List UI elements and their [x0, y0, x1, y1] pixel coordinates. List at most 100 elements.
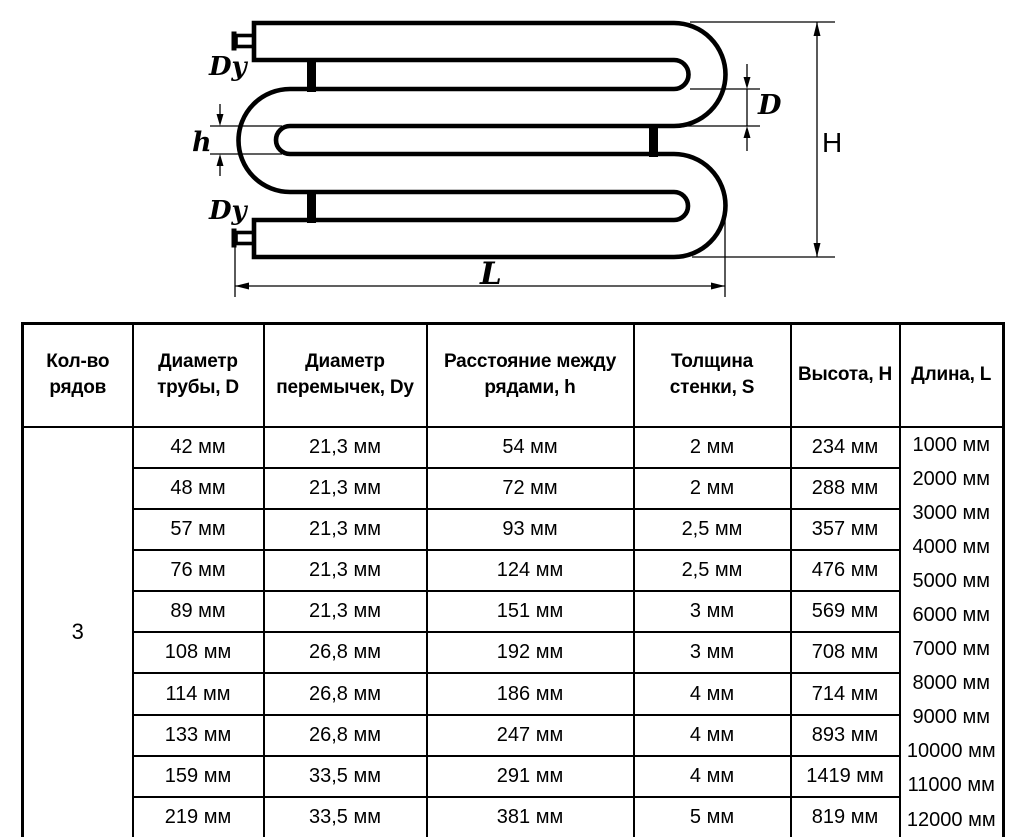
header-jumper-diameter: Диаметр перемычек, Dy — [262, 322, 428, 428]
dimension-H — [813, 22, 821, 257]
cell-pipe-diameter: 108 мм — [131, 631, 265, 675]
cell-row-spacing: 192 мм — [425, 631, 635, 675]
table-row: 219 мм 33,5 мм 381 мм 5 мм 819 мм — [23, 795, 1004, 837]
table-row: 133 мм 26,8 мм 247 мм 4 мм 893 мм — [23, 713, 1004, 757]
header-row-spacing: Расстояние между рядами, h — [425, 322, 635, 428]
cell-pipe-diameter: 219 мм — [131, 795, 265, 837]
cell-jumper-diameter: 21,3 мм — [262, 425, 428, 469]
register-technical-drawing: Dy Dy h D H L — [192, 20, 842, 297]
header-row: Кол-во рядов Диаметр трубы, D Диаметр пе… — [21, 322, 1005, 428]
cell-row-spacing: 247 мм — [425, 713, 635, 757]
table-row: 114 мм 26,8 мм 186 мм 4 мм 714 мм — [23, 672, 1004, 716]
serpentine-coil — [236, 20, 728, 260]
cell-jumper-diameter: 26,8 мм — [262, 672, 428, 716]
cell-jumper-diameter: 21,3 мм — [262, 466, 428, 510]
cell-height: 288 мм — [789, 466, 901, 510]
outlet-stub — [231, 228, 256, 248]
cell-jumper-diameter: 21,3 мм — [262, 590, 428, 634]
cell-wall-thickness: 4 мм — [632, 672, 792, 716]
cell-height: 569 мм — [789, 590, 901, 634]
cell-pipe-diameter: 57 мм — [131, 507, 265, 551]
cell-row-spacing: 93 мм — [425, 507, 635, 551]
cell-pipe-diameter: 89 мм — [131, 590, 265, 634]
inlet-stub — [231, 31, 256, 51]
cell-row-spacing: 381 мм — [425, 795, 635, 837]
length-option: 7000 мм — [912, 638, 991, 661]
cell-height: 714 мм — [789, 672, 901, 716]
label-h: h — [192, 127, 212, 158]
specification-table: Кол-во рядов Диаметр трубы, D Диаметр пе… — [21, 322, 1005, 837]
cell-pipe-diameter: 133 мм — [131, 713, 265, 757]
dimension-h — [216, 104, 224, 176]
table-row: 89 мм 21,3 мм 151 мм 3 мм 569 мм — [23, 590, 1004, 634]
cell-jumper-diameter: 33,5 мм — [262, 754, 428, 798]
cell-wall-thickness: 2,5 мм — [632, 548, 792, 593]
cell-height: 893 мм — [789, 713, 901, 757]
table-row: 159 мм 33,5 мм 291 мм 4 мм 1419 мм — [23, 754, 1004, 798]
cell-wall-thickness: 3 мм — [632, 590, 792, 634]
dimension-L — [235, 282, 725, 290]
label-d: D — [757, 90, 782, 121]
cell-wall-thickness: 2 мм — [632, 466, 792, 510]
table-row: 76 мм 21,3 мм 124 мм 2,5 мм 476 мм — [23, 548, 1004, 593]
cell-height: 476 мм — [789, 548, 901, 593]
label-height: H — [822, 127, 842, 158]
cell-wall-thickness: 3 мм — [632, 631, 792, 675]
cell-height: 708 мм — [789, 631, 901, 675]
cell-jumper-diameter: 26,8 мм — [262, 631, 428, 675]
cell-pipe-diameter: 48 мм — [131, 466, 265, 510]
length-option: 8000 мм — [912, 672, 991, 695]
header-height: Высота, H — [789, 322, 901, 428]
table-row: 57 мм 21,3 мм 93 мм 2,5 мм 357 мм — [23, 507, 1004, 551]
length-option: 12000 мм — [906, 808, 996, 831]
cell-wall-thickness: 5 мм — [632, 795, 792, 837]
cell-wall-thickness: 4 мм — [632, 713, 792, 757]
table-row: 3 42 мм 21,3 мм 54 мм 2 мм 234 мм 1000 м… — [21, 425, 1005, 837]
length-option: 5000 мм — [912, 569, 991, 592]
cell-row-spacing: 72 мм — [425, 466, 635, 510]
cell-wall-thickness: 2,5 мм — [632, 507, 792, 551]
length-option: 4000 мм — [912, 535, 991, 558]
length-option: 9000 мм — [912, 706, 991, 729]
cell-row-spacing: 291 мм — [425, 754, 635, 798]
cell-pipe-diameter: 159 мм — [131, 754, 265, 798]
length-option: 11000 мм — [907, 774, 995, 797]
cell-height: 819 мм — [789, 795, 901, 837]
cell-pipe-diameter: 114 мм — [131, 672, 265, 716]
cell-row-spacing: 151 мм — [425, 590, 635, 634]
jumper-right-middle — [649, 124, 658, 157]
cell-wall-thickness: 2 мм — [632, 425, 792, 469]
header-rows-count: Кол-во рядов — [21, 322, 134, 428]
cell-row-spacing: 124 мм — [425, 548, 635, 593]
label-dy-bottom: Dy — [208, 196, 249, 226]
rows-count-cell: 3 — [21, 425, 134, 837]
cell-pipe-diameter: 76 мм — [131, 548, 265, 593]
label-dy-top: Dy — [208, 52, 249, 82]
length-option: 6000 мм — [912, 603, 991, 626]
length-option: 1000 мм — [912, 433, 991, 456]
cell-jumper-diameter: 21,3 мм — [262, 507, 428, 551]
cell-height: 357 мм — [789, 507, 901, 551]
cell-height: 1419 мм — [789, 754, 901, 798]
cell-jumper-diameter: 26,8 мм — [262, 713, 428, 757]
jumper-top-left — [307, 58, 316, 92]
cell-jumper-diameter: 33,5 мм — [262, 795, 428, 837]
dimension-D — [743, 64, 751, 151]
cell-wall-thickness: 4 мм — [632, 754, 792, 798]
cell-row-spacing: 54 мм — [425, 425, 635, 469]
table-row: 48 мм 21,3 мм 72 мм 2 мм 288 мм — [23, 466, 1004, 510]
table-row: 108 мм 26,8 мм 192 мм 3 мм 708 мм — [23, 631, 1004, 675]
length-option: 2000 мм — [912, 467, 991, 490]
length-options-cell: 1000 мм 2000 мм 3000 мм 4000 мм 5000 мм … — [898, 425, 1005, 837]
header-length: Длина, L — [898, 322, 1005, 428]
header-pipe-diameter: Диаметр трубы, D — [131, 322, 265, 428]
length-option: 3000 мм — [912, 501, 991, 524]
cell-jumper-diameter: 21,3 мм — [262, 548, 428, 593]
length-option: 10000 мм — [906, 740, 996, 763]
cell-pipe-diameter: 42 мм — [131, 425, 265, 469]
label-length: L — [479, 256, 502, 292]
cell-row-spacing: 186 мм — [425, 672, 635, 716]
cell-height: 234 мм — [789, 425, 901, 469]
header-wall-thickness: Толщина стенки, S — [632, 322, 792, 428]
